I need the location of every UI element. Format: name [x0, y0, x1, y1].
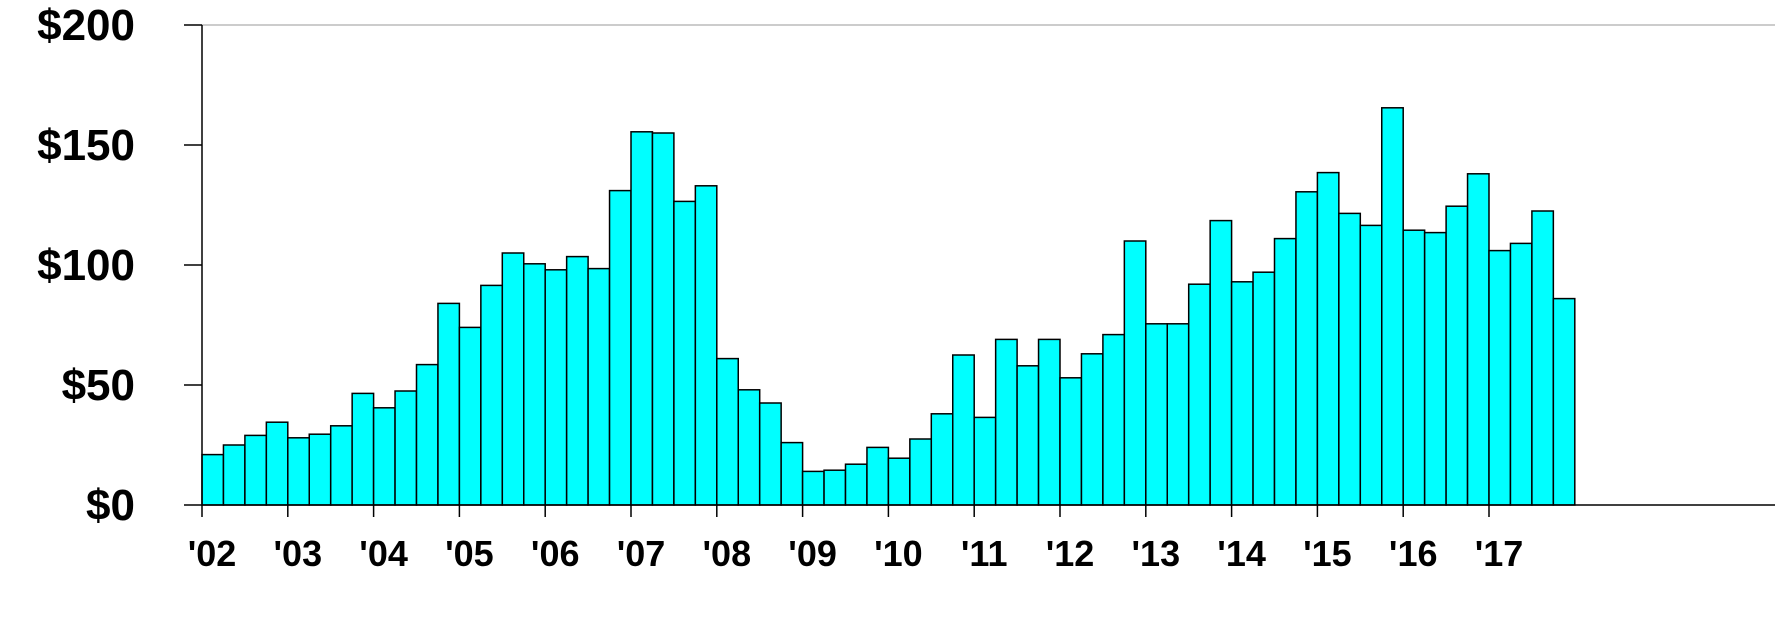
x-tick-label-08: '08 [702, 533, 751, 574]
bar-q3-07 [673, 200, 697, 506]
y-tick-label-0: $0 [86, 481, 135, 530]
y-tick-label-50: $50 [62, 361, 135, 410]
bar-q4-17 [1552, 297, 1576, 506]
bar-q4-07 [694, 185, 718, 506]
bar-q1-05 [458, 326, 482, 506]
x-tick-label-03: '03 [273, 533, 322, 574]
bar-q2-10 [909, 438, 933, 506]
bar-q2-14 [1252, 271, 1276, 506]
x-tick-label-11: '11 [961, 533, 1008, 574]
x-tick-label-02: '02 [188, 533, 237, 574]
bar-q2-17 [1509, 242, 1533, 506]
bar-q1-10 [887, 457, 911, 506]
bar-q2-04 [394, 390, 418, 506]
bar-q3-02 [244, 434, 268, 506]
bar-q4-14 [1295, 191, 1319, 506]
bar-q2-09 [823, 469, 847, 506]
x-tick-label-04: '04 [359, 533, 408, 574]
x-tick-label-13: '13 [1131, 533, 1180, 574]
bar-q1-12 [1059, 377, 1083, 506]
bar-q3-14 [1273, 237, 1297, 506]
bar-q1-11 [973, 416, 997, 506]
bar-q4-04 [437, 302, 461, 506]
bar-q2-08 [737, 389, 761, 506]
y-tick-label-100: $100 [37, 241, 135, 290]
bar-q4-11 [1037, 338, 1061, 506]
x-tick-labels: '02 '03 '04 '05 '06 '07 '08 '09 '10 '11 '12 '13 '14 '… [188, 533, 1524, 574]
bar-q1-04 [372, 407, 396, 506]
x-tick-label-17: '17 [1475, 533, 1524, 574]
bar-q1-02 [201, 453, 225, 506]
bar-q1-03 [287, 437, 310, 506]
bar-q4-05 [523, 263, 546, 506]
bar-q3-15 [1359, 224, 1383, 506]
bar-q4-13 [1209, 219, 1233, 506]
bar-q1-07 [630, 131, 654, 506]
bar-q2-05 [480, 284, 504, 506]
bar-q3-03 [329, 425, 353, 506]
x-tick-label-14: '14 [1217, 533, 1266, 574]
bar-q4-12 [1123, 240, 1147, 506]
y-tick-labels: $0 $50 $100 $150 $200 [37, 1, 135, 530]
bar-q3-06 [587, 267, 611, 506]
bar-q2-02 [222, 444, 246, 506]
bar-q3-05 [501, 252, 525, 506]
y-tick-label-200: $200 [37, 1, 135, 50]
bar-q2-11 [994, 338, 1018, 506]
x-tick-label-10: '10 [874, 533, 923, 574]
bar-q4-10 [952, 354, 975, 506]
bar-q2-03 [308, 433, 332, 506]
bar-q3-04 [415, 363, 439, 506]
bar-q1-13 [1145, 323, 1169, 506]
bar-q4-16 [1466, 173, 1490, 506]
x-tick-label-15: '15 [1303, 533, 1352, 574]
bar-q1-17 [1488, 249, 1512, 506]
bar-q2-12 [1080, 353, 1104, 506]
bar-q4-09 [866, 446, 890, 506]
bars-layer [201, 107, 1576, 506]
x-tick-label-05: '05 [445, 533, 494, 574]
axes-layer [184, 24, 1775, 517]
bar-q4-06 [608, 189, 632, 506]
bar-q1-15 [1316, 171, 1340, 506]
bar-q1-14 [1230, 281, 1254, 506]
bar-q3-09 [844, 463, 868, 506]
bar-q3-16 [1445, 205, 1469, 506]
bar-q2-06 [565, 255, 589, 506]
bar-q1-09 [801, 470, 825, 506]
bar-q1-08 [716, 357, 739, 506]
bar-q1-06 [544, 269, 568, 506]
bar-q2-13 [1166, 323, 1190, 506]
bar-q4-02 [265, 421, 289, 506]
bar-q3-12 [1102, 333, 1126, 506]
bar-q1-16 [1402, 229, 1426, 506]
bar-q3-10 [930, 413, 954, 506]
bar-q3-13 [1187, 283, 1211, 506]
x-tick-label-16: '16 [1389, 533, 1438, 574]
x-tick-label-09: '09 [788, 533, 837, 574]
bar-q2-07 [651, 132, 675, 506]
x-tick-label-07: '07 [617, 533, 666, 574]
bar-q3-11 [1016, 365, 1040, 506]
x-tick-label-06: '06 [531, 533, 580, 574]
bar-q3-08 [758, 402, 782, 506]
y-tick-label-150: $150 [37, 121, 135, 170]
bar-q2-15 [1338, 212, 1362, 506]
bar-q4-08 [780, 441, 804, 506]
bar-q3-17 [1531, 210, 1555, 506]
bar-q4-03 [351, 392, 375, 506]
x-tick-label-12: '12 [1046, 533, 1095, 574]
bar-q2-16 [1423, 231, 1447, 506]
bar-q4-15 [1381, 107, 1404, 506]
